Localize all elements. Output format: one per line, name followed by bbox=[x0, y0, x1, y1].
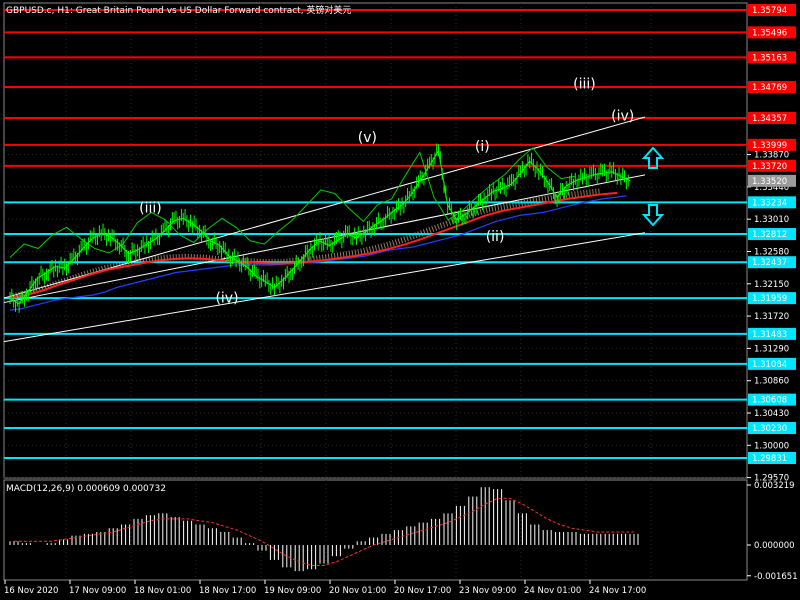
price-axis-label: 1.33440 bbox=[754, 183, 789, 193]
support-level-label: 1.29831 bbox=[752, 454, 787, 464]
time-axis-label: 16 Nov 2020 bbox=[4, 586, 58, 596]
main-frame bbox=[3, 2, 748, 479]
wave-label: (iii) bbox=[573, 76, 596, 92]
time-axis-label: 17 Nov 09:00 bbox=[69, 586, 126, 596]
price-axis-label: 1.32580 bbox=[754, 247, 789, 257]
time-axis-label: 19 Nov 09:00 bbox=[264, 586, 321, 596]
time-axis-label: 20 Nov 01:00 bbox=[329, 586, 386, 596]
price-line bbox=[9, 149, 631, 305]
support-level-label: 1.31084 bbox=[752, 360, 787, 370]
support-level-label: 1.30608 bbox=[752, 396, 787, 406]
support-level-tag bbox=[748, 228, 796, 241]
price-axis-label: 1.29570 bbox=[754, 474, 789, 484]
resistance-level-tag bbox=[748, 159, 796, 172]
price-axis-label: 1.30860 bbox=[754, 377, 789, 387]
time-axis-label: 20 Nov 17:00 bbox=[394, 586, 451, 596]
red-moving-average bbox=[9, 191, 618, 299]
macd-signal-line bbox=[14, 497, 634, 566]
support-level-tag bbox=[748, 393, 796, 406]
time-axis-label: 23 Nov 09:00 bbox=[459, 586, 516, 596]
wave-label: (v) bbox=[358, 130, 377, 146]
channel-mid[interactable] bbox=[3, 174, 646, 304]
price-axis-label: 1.31720 bbox=[754, 312, 789, 322]
resistance-level-tag bbox=[748, 111, 796, 124]
price-axis-label: 1.33870 bbox=[754, 151, 789, 161]
support-level-label: 1.31483 bbox=[752, 330, 787, 340]
support-level-tag bbox=[748, 327, 796, 340]
time-axis-label: 24 Nov 01:00 bbox=[524, 586, 581, 596]
resistance-level-label: 1.33999 bbox=[752, 141, 787, 151]
resistance-level-tag bbox=[748, 81, 796, 94]
support-level-label: 1.32437 bbox=[752, 258, 787, 268]
channel-upper[interactable] bbox=[3, 116, 646, 299]
resistance-level-tag bbox=[748, 51, 796, 64]
resistance-level-label: 1.35163 bbox=[752, 53, 787, 63]
support-level-tag bbox=[748, 422, 796, 435]
support-level-label: 1.30230 bbox=[752, 424, 787, 434]
resistance-level-label: 1.35794 bbox=[752, 6, 787, 16]
resistance-level-label: 1.34769 bbox=[752, 83, 787, 93]
ichimoku-cloud bbox=[9, 188, 601, 300]
resistance-level-tag bbox=[748, 4, 796, 16]
macd-axis-label: 0.000000 bbox=[754, 541, 795, 551]
support-level-label: 1.33234 bbox=[752, 198, 787, 208]
resistance-level-tag bbox=[748, 26, 796, 39]
support-level-tag bbox=[748, 256, 796, 269]
price-axis-label: 1.31290 bbox=[754, 344, 789, 354]
resistance-level-label: 1.34357 bbox=[752, 114, 787, 124]
volatility-line bbox=[9, 147, 576, 258]
support-level-tag bbox=[748, 452, 796, 464]
support-level-tag bbox=[748, 292, 796, 305]
wave-label: (iv) bbox=[611, 109, 634, 125]
support-level-label: 1.32812 bbox=[752, 230, 787, 240]
price-axis-label: 1.32150 bbox=[754, 280, 789, 290]
support-level-tag bbox=[748, 357, 796, 370]
wave-label: (iv) bbox=[215, 291, 238, 307]
macd-axis-label: 0.003219 bbox=[754, 481, 795, 491]
time-axis-label: 24 Nov 17:00 bbox=[589, 586, 646, 596]
macd-frame bbox=[3, 479, 748, 581]
wave-label: (ii) bbox=[486, 229, 505, 245]
current-price-label: 1.33520 bbox=[752, 177, 787, 187]
resistance-level-label: 1.35496 bbox=[752, 28, 787, 38]
wave-label: (i) bbox=[475, 139, 490, 155]
price-axis-label: 1.30430 bbox=[754, 409, 789, 419]
resistance-level-label: 1.33720 bbox=[752, 162, 787, 172]
wave-label: (iii) bbox=[139, 200, 162, 216]
blue-moving-average bbox=[9, 195, 627, 311]
support-level-label: 1.31959 bbox=[752, 294, 787, 304]
price-axis-label: 1.33010 bbox=[754, 215, 789, 225]
time-axis-label: 18 Nov 17:00 bbox=[199, 586, 256, 596]
up-arrow-icon bbox=[641, 146, 665, 169]
resistance-level-tag bbox=[748, 138, 796, 151]
down-arrow-icon bbox=[641, 204, 665, 227]
price-axis-label: 1.30000 bbox=[754, 441, 789, 451]
macd-label: MACD(12,26,9) 0.000609 0.000732 bbox=[6, 484, 166, 494]
current-price-tag bbox=[748, 174, 796, 187]
macd-axis-label: -0.001651 bbox=[754, 572, 798, 582]
support-level-tag bbox=[748, 196, 796, 209]
chart-title: GBPUSD.c, H1: Great Britain Pound vs US … bbox=[6, 6, 352, 16]
time-axis-label: 18 Nov 01:00 bbox=[134, 586, 191, 596]
channel-lower[interactable] bbox=[3, 232, 646, 343]
